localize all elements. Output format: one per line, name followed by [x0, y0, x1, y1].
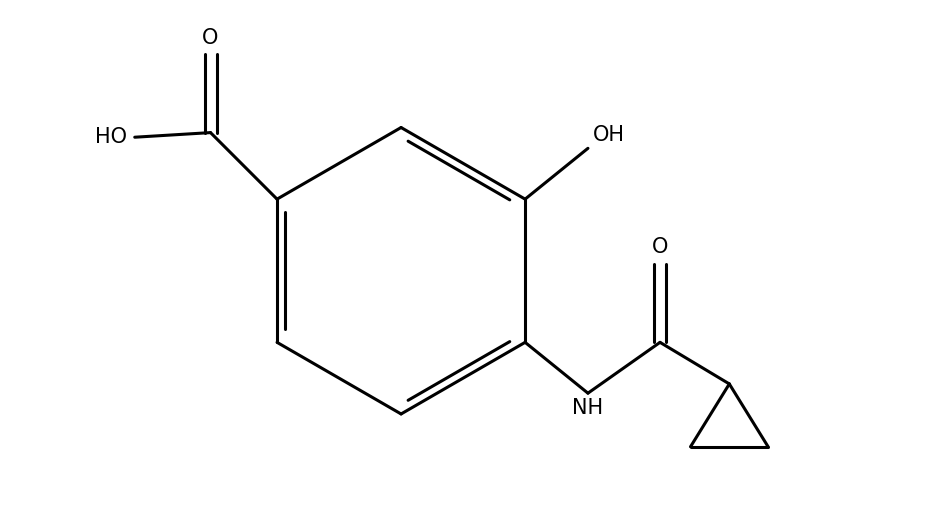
Text: OH: OH: [593, 124, 624, 145]
Text: NH: NH: [573, 398, 603, 418]
Text: HO: HO: [95, 127, 127, 147]
Text: O: O: [652, 237, 668, 257]
Text: O: O: [202, 28, 218, 48]
